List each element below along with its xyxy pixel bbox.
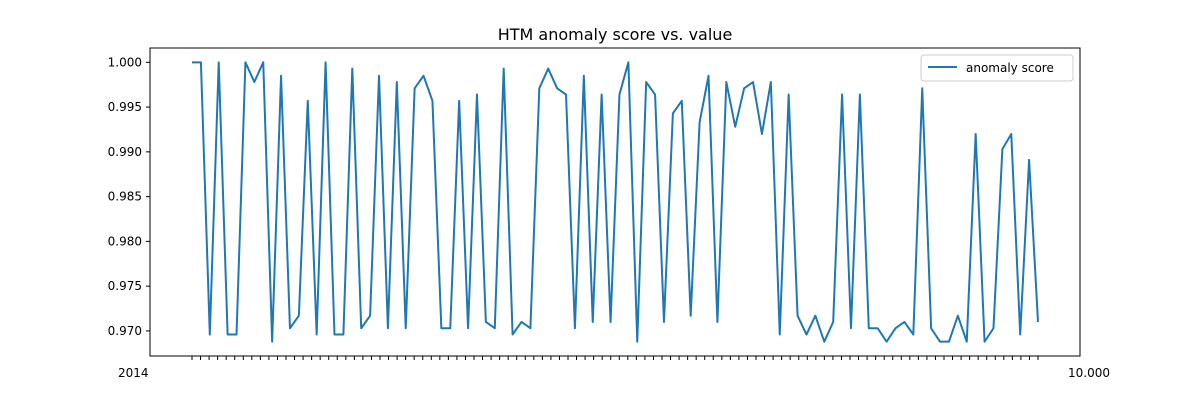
x-tick-label-left: 2014 <box>118 366 149 380</box>
y-tick-label: 0.980 <box>108 234 142 248</box>
chart-title: HTM anomaly score vs. value <box>498 25 733 44</box>
legend-box <box>920 54 1074 82</box>
y-tick-label: 0.970 <box>108 324 142 338</box>
legend-label: anomaly score <box>966 61 1054 75</box>
y-tick-label: 0.990 <box>108 145 142 159</box>
series-line-anomaly-score <box>192 61 1039 343</box>
y-axis: 0.970 0.975 0.980 0.985 0.990 0.995 1.000 <box>108 55 150 338</box>
x-axis <box>191 356 1039 360</box>
legend: anomaly score <box>920 54 1074 82</box>
y-tick-label: 1.000 <box>108 55 142 69</box>
x-tick-label-right: 10.000 <box>1068 366 1110 380</box>
y-tick-label: 0.985 <box>108 190 142 204</box>
y-tick-label: 0.975 <box>108 279 142 293</box>
y-tick-label: 0.995 <box>108 100 142 114</box>
